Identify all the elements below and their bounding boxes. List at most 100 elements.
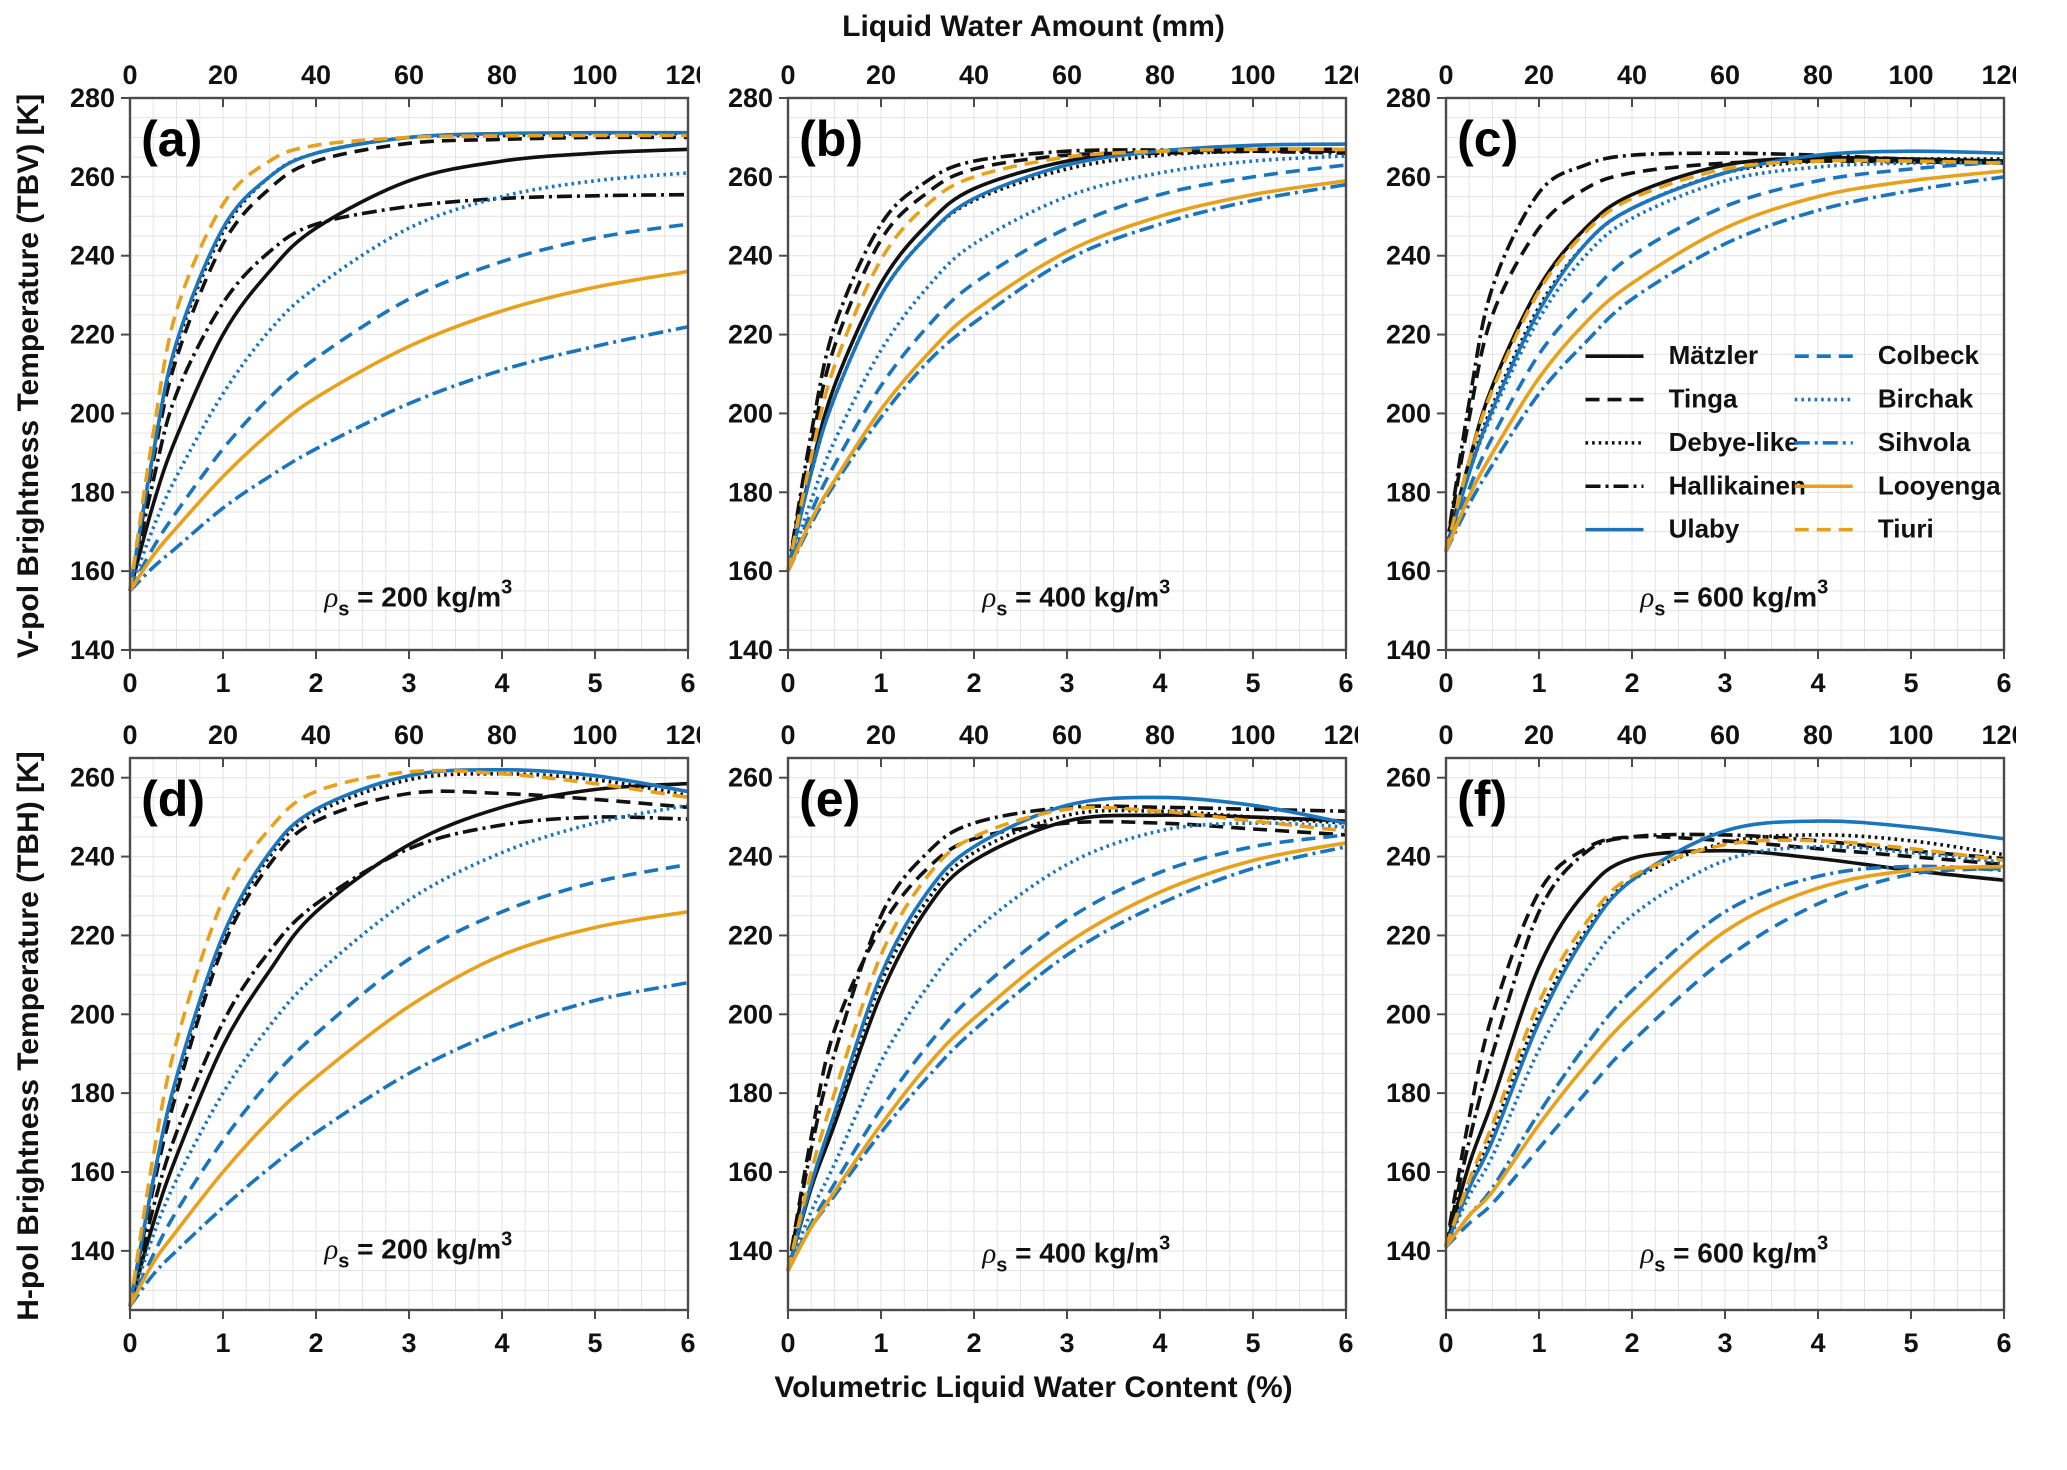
legend-label: Mätzler	[1669, 340, 1759, 370]
svg-text:40: 40	[1617, 720, 1647, 750]
curve-birchak	[128, 803, 689, 1307]
svg-text:240: 240	[728, 241, 773, 271]
svg-text:80: 80	[1145, 720, 1175, 750]
svg-text:120: 120	[1323, 720, 1358, 750]
curve-tinga	[786, 819, 1347, 1271]
svg-text:3: 3	[401, 1328, 416, 1358]
curve-colbeck	[128, 222, 689, 592]
svg-text:120: 120	[1981, 60, 2016, 90]
legend-label: Sihvola	[1878, 427, 1971, 457]
legend-label: Birchak	[1878, 384, 1974, 414]
panel-a: 0123456020406080100120140160180200220240…	[52, 46, 711, 706]
svg-text:40: 40	[301, 60, 331, 90]
panel-f-chart: 0123456020406080100120140160180200220240…	[1386, 720, 2027, 1358]
svg-text:0: 0	[1438, 668, 1453, 698]
curve-birchak	[128, 171, 689, 592]
curve-tiuri	[1444, 838, 2005, 1248]
svg-text:260: 260	[728, 763, 773, 793]
panel-c-chart: 0123456020406080100120140160180200220240…	[1386, 60, 2027, 698]
svg-text:40: 40	[301, 720, 331, 750]
svg-text:260: 260	[70, 763, 115, 793]
svg-text:100: 100	[1230, 60, 1275, 90]
svg-text:0: 0	[122, 720, 137, 750]
curve-colbeck	[128, 862, 689, 1307]
svg-text:100: 100	[572, 60, 617, 90]
svg-text:6: 6	[1996, 668, 2011, 698]
y-axis-title-hpol: H-pol Brightness Temperature (TBH) [K]	[12, 751, 45, 1321]
svg-text:100: 100	[1888, 720, 1933, 750]
density-annotation-d: ρs = 200 kg/m3	[323, 1229, 512, 1273]
panel-b-chart: 0123456020406080100120140160180200220240…	[728, 60, 1369, 698]
svg-text:80: 80	[1803, 60, 1833, 90]
curve-tiuri	[128, 768, 689, 1307]
svg-text:180: 180	[728, 1078, 773, 1108]
curve-looyenga	[1444, 864, 2005, 1248]
svg-text:2: 2	[966, 668, 981, 698]
panel-letter-f: (f)	[1457, 771, 1507, 827]
svg-text:80: 80	[487, 720, 517, 750]
panel-c: 0123456020406080100120140160180200220240…	[1368, 46, 2027, 706]
curve-looyenga	[786, 841, 1347, 1272]
svg-text:40: 40	[1617, 60, 1647, 90]
bottom-axis-title: Volumetric Liquid Water Content (%)	[774, 1371, 1293, 1404]
svg-text:0: 0	[122, 668, 137, 698]
svg-text:4: 4	[494, 668, 509, 698]
svg-text:1: 1	[215, 1328, 230, 1358]
svg-text:0: 0	[780, 720, 795, 750]
curve-sihvola	[786, 182, 1347, 572]
svg-text:20: 20	[208, 60, 238, 90]
svg-text:4: 4	[1152, 1328, 1167, 1358]
svg-text:0: 0	[1438, 720, 1453, 750]
svg-text:280: 280	[728, 83, 773, 113]
svg-text:0: 0	[780, 1328, 795, 1358]
svg-text:180: 180	[728, 477, 773, 507]
svg-text:4: 4	[1152, 668, 1167, 698]
svg-text:100: 100	[572, 720, 617, 750]
svg-text:120: 120	[1323, 60, 1358, 90]
panel-e: 0123456020406080100120140160180200220240…	[710, 706, 1369, 1366]
legend-label: Debye-like	[1669, 427, 1799, 457]
svg-text:220: 220	[1386, 920, 1431, 950]
curve-mtzler	[786, 813, 1347, 1272]
svg-text:2: 2	[1624, 668, 1639, 698]
curve-looyenga	[128, 910, 689, 1307]
svg-text:1: 1	[1531, 1328, 1546, 1358]
svg-text:3: 3	[401, 668, 416, 698]
svg-text:2: 2	[966, 1328, 981, 1358]
panel-d-chart: 0123456020406080100120140160180200220240…	[70, 720, 711, 1358]
svg-text:5: 5	[1903, 1328, 1918, 1358]
svg-text:240: 240	[70, 842, 115, 872]
curve-ulaby	[786, 795, 1347, 1272]
svg-text:5: 5	[1903, 668, 1918, 698]
svg-text:220: 220	[728, 320, 773, 350]
svg-text:20: 20	[208, 720, 238, 750]
svg-text:60: 60	[1710, 720, 1740, 750]
svg-text:80: 80	[1803, 720, 1833, 750]
svg-text:180: 180	[70, 1078, 115, 1108]
svg-text:2: 2	[308, 1328, 323, 1358]
svg-text:140: 140	[70, 1236, 115, 1266]
svg-text:80: 80	[1145, 60, 1175, 90]
svg-text:280: 280	[70, 83, 115, 113]
curve-hallikainen	[128, 192, 689, 592]
svg-text:0: 0	[1438, 60, 1453, 90]
svg-text:6: 6	[680, 668, 695, 698]
curve-mtzler	[1444, 848, 2005, 1248]
legend: Mätzler Tinga Debye-like Hallikainen Ulaby Co…	[1585, 340, 2001, 544]
curve-colbeck	[1444, 866, 2005, 1249]
svg-text:4: 4	[1810, 1328, 1825, 1358]
svg-text:40: 40	[959, 60, 989, 90]
svg-text:5: 5	[587, 1328, 602, 1358]
svg-text:240: 240	[1386, 842, 1431, 872]
curve-sihvola	[1444, 175, 2005, 553]
density-annotation-a: ρs = 200 kg/m3	[323, 577, 512, 621]
svg-text:3: 3	[1059, 1328, 1074, 1358]
curve-colbeck	[1444, 160, 2005, 553]
svg-text:1: 1	[1531, 668, 1546, 698]
svg-text:0: 0	[780, 668, 795, 698]
svg-text:20: 20	[866, 720, 896, 750]
svg-text:120: 120	[665, 60, 700, 90]
svg-text:100: 100	[1888, 60, 1933, 90]
svg-text:160: 160	[728, 556, 773, 586]
